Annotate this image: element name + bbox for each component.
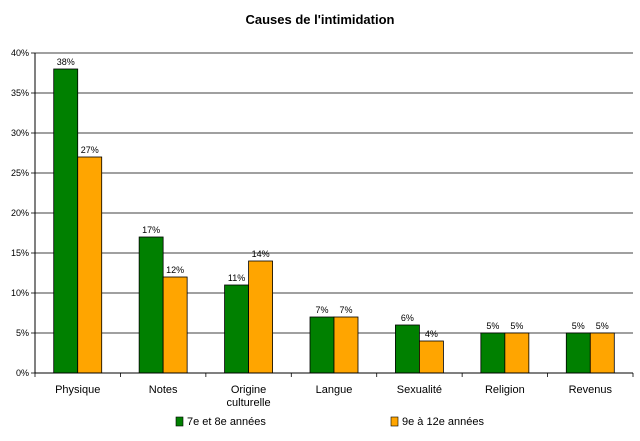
y-tick-label: 0% xyxy=(16,368,29,378)
legend-label: 7e et 8e années xyxy=(187,416,266,428)
bar xyxy=(480,332,506,374)
bar xyxy=(419,340,444,374)
bar xyxy=(53,68,79,374)
x-tick-label: Notes xyxy=(149,384,178,396)
data-label: 5% xyxy=(486,321,499,331)
x-tick-label: culturelle xyxy=(227,397,271,409)
bar xyxy=(77,156,103,374)
data-label: 12% xyxy=(166,265,184,275)
y-tick-label: 10% xyxy=(11,288,29,298)
x-tick-label: Sexualité xyxy=(397,384,442,396)
y-tick-label: 30% xyxy=(11,128,29,138)
bar xyxy=(248,260,273,374)
bars: 38% 27% 17% 12% 11% 14% 7% 7% 6% 4% 5% 5% 5% 5% xyxy=(53,57,615,374)
data-label: 6% xyxy=(401,313,414,323)
data-label: 14% xyxy=(252,249,270,259)
x-tick-label: Origine xyxy=(231,384,266,396)
y-tick-label: 25% xyxy=(11,168,29,178)
y-tick-label: 35% xyxy=(11,88,29,98)
y-tick-label: 5% xyxy=(16,328,29,338)
bar xyxy=(224,284,249,374)
chart-title: Causes de l'intimidation xyxy=(245,12,394,27)
x-tick-label: Revenus xyxy=(569,384,613,396)
data-label: 17% xyxy=(142,225,160,235)
bar xyxy=(333,316,359,374)
x-tick-label: Langue xyxy=(316,384,353,396)
bar xyxy=(395,324,420,374)
bar xyxy=(504,332,530,374)
y-tick-label: 40% xyxy=(11,48,29,58)
gridlines xyxy=(35,52,633,334)
y-tick-label: 20% xyxy=(11,208,29,218)
data-label: 4% xyxy=(425,329,438,339)
bar xyxy=(138,236,164,374)
x-tick-label: Physique xyxy=(55,384,100,396)
legend-swatch xyxy=(390,416,399,427)
data-label: 7% xyxy=(339,305,352,315)
legend-swatch xyxy=(175,416,184,427)
data-label: 27% xyxy=(81,145,99,155)
data-label: 7% xyxy=(315,305,328,315)
data-label: 5% xyxy=(572,321,585,331)
y-tick-label: 15% xyxy=(11,248,29,258)
bar xyxy=(589,332,615,374)
data-label: 5% xyxy=(596,321,609,331)
y-axis: 0% 5% 10% 15% 20% 25% 30% 35% 40% xyxy=(11,48,36,378)
data-label: 5% xyxy=(510,321,523,331)
bar xyxy=(309,316,335,374)
data-label: 11% xyxy=(228,273,245,283)
data-label: 38% xyxy=(57,57,75,67)
legend: 7e et 8e années 9e à 12e années xyxy=(175,416,484,428)
x-tick-label: Religion xyxy=(485,384,525,396)
legend-label: 9e à 12e années xyxy=(402,416,484,428)
bar xyxy=(162,276,188,374)
bar xyxy=(565,332,591,374)
